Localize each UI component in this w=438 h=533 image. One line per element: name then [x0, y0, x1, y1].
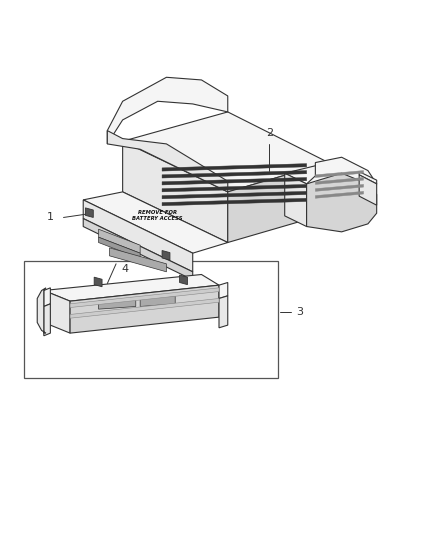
Polygon shape — [228, 163, 328, 243]
Text: 1: 1 — [47, 213, 54, 222]
Polygon shape — [307, 173, 377, 232]
Polygon shape — [315, 191, 364, 198]
Polygon shape — [37, 288, 46, 333]
Polygon shape — [162, 164, 307, 171]
Polygon shape — [85, 208, 93, 217]
Text: 4: 4 — [121, 264, 128, 274]
Polygon shape — [162, 171, 307, 178]
Text: 3: 3 — [297, 307, 304, 317]
Polygon shape — [180, 275, 187, 285]
Polygon shape — [307, 173, 350, 227]
Polygon shape — [162, 184, 307, 192]
Polygon shape — [285, 173, 307, 227]
Polygon shape — [107, 77, 228, 144]
Polygon shape — [70, 285, 219, 333]
Polygon shape — [219, 282, 228, 298]
Polygon shape — [162, 251, 170, 260]
Polygon shape — [99, 237, 140, 259]
Polygon shape — [44, 274, 219, 301]
Polygon shape — [359, 175, 377, 205]
Polygon shape — [83, 219, 193, 280]
Polygon shape — [285, 163, 350, 184]
Polygon shape — [162, 177, 307, 185]
Polygon shape — [123, 112, 328, 192]
Polygon shape — [162, 191, 307, 199]
Polygon shape — [83, 200, 193, 272]
Polygon shape — [315, 171, 364, 177]
Polygon shape — [140, 296, 175, 306]
Polygon shape — [44, 288, 50, 306]
Polygon shape — [83, 192, 228, 253]
Polygon shape — [315, 184, 364, 191]
Polygon shape — [359, 172, 377, 184]
Polygon shape — [162, 198, 307, 206]
Text: REMOVE FOR
BATTERY ACCESS: REMOVE FOR BATTERY ACCESS — [132, 211, 183, 221]
Polygon shape — [44, 304, 50, 336]
Polygon shape — [315, 177, 364, 184]
Polygon shape — [44, 290, 70, 333]
Polygon shape — [219, 296, 228, 328]
Polygon shape — [99, 298, 136, 309]
Polygon shape — [123, 141, 228, 243]
Polygon shape — [107, 131, 228, 192]
Polygon shape — [94, 277, 102, 287]
Polygon shape — [70, 298, 219, 318]
Bar — [24, 261, 278, 378]
Polygon shape — [110, 248, 166, 272]
Text: 2: 2 — [266, 128, 273, 138]
Polygon shape — [70, 288, 219, 308]
Polygon shape — [307, 157, 377, 211]
Polygon shape — [99, 229, 140, 253]
